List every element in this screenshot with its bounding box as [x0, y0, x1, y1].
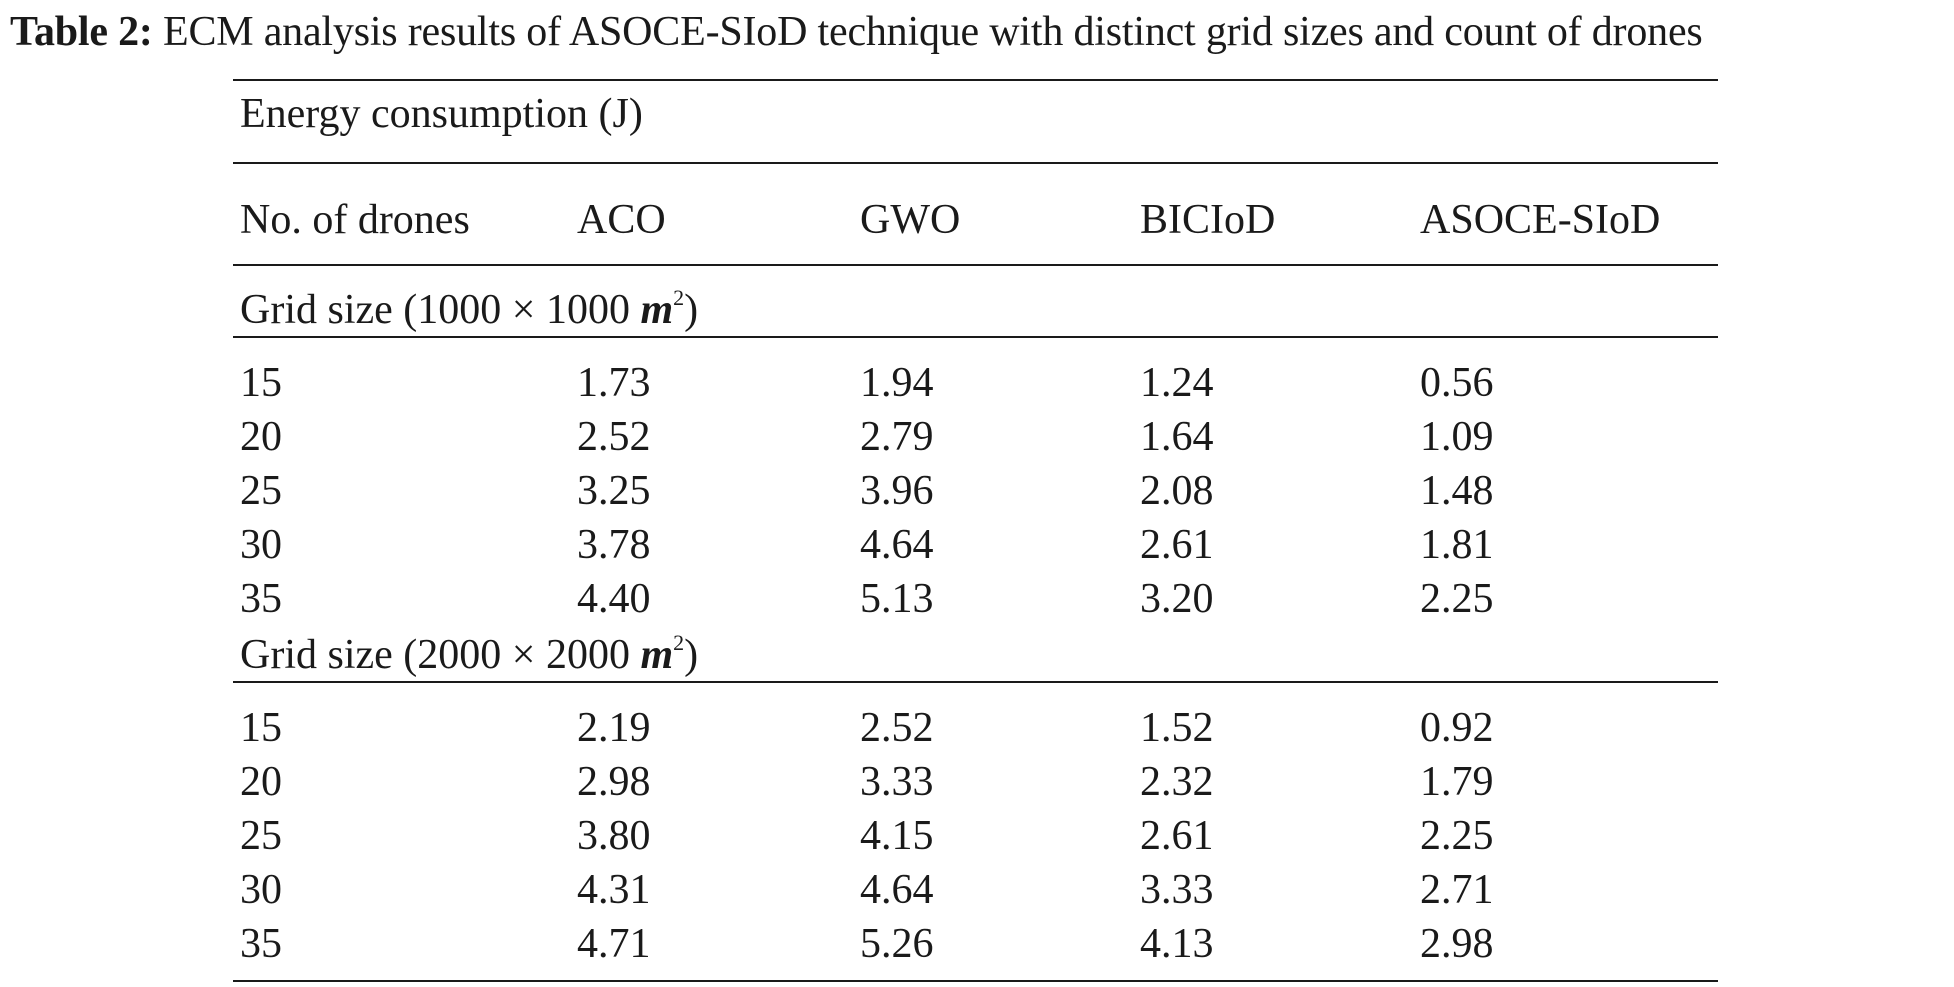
column-header-asoce-siod: ASOCE-SIoD: [1420, 197, 1661, 243]
cell-asoce-siod: 0.56: [1420, 360, 1494, 406]
section-rule-grid-2000: [233, 681, 1718, 683]
cell-asoce-siod: 2.71: [1420, 867, 1494, 913]
cell-asoce-siod: 1.48: [1420, 468, 1494, 514]
cell-drones: 15: [240, 705, 282, 751]
cell-asoce-siod: 0.92: [1420, 705, 1494, 751]
cell-drones: 20: [240, 414, 282, 460]
column-header-aco: ACO: [577, 197, 666, 243]
cell-asoce-siod: 2.25: [1420, 813, 1494, 859]
cell-gwo: 2.52: [860, 705, 934, 751]
cell-asoce-siod: 2.98: [1420, 921, 1494, 967]
table-caption: Table 2: ECM analysis results of ASOCE-S…: [10, 2, 1703, 62]
cell-biciod: 3.20: [1140, 576, 1214, 622]
cell-drones: 25: [240, 468, 282, 514]
cell-gwo: 5.13: [860, 576, 934, 622]
section-label-grid-2000: Grid size (2000 × 2000 m2): [240, 630, 699, 679]
cell-drones: 30: [240, 522, 282, 568]
cell-aco: 3.78: [577, 522, 651, 568]
cell-aco: 4.31: [577, 867, 651, 913]
cell-aco: 4.71: [577, 921, 651, 967]
cell-biciod: 1.64: [1140, 414, 1214, 460]
cell-biciod: 1.24: [1140, 360, 1214, 406]
cell-aco: 3.25: [577, 468, 651, 514]
cell-aco: 2.52: [577, 414, 651, 460]
cell-asoce-siod: 1.79: [1420, 759, 1494, 805]
cell-gwo: 1.94: [860, 360, 934, 406]
section-label-grid-1000: Grid size (1000 × 1000 m2): [240, 285, 699, 334]
cell-gwo: 3.33: [860, 759, 934, 805]
cell-aco: 4.40: [577, 576, 651, 622]
column-header-drones: No. of drones: [240, 197, 470, 243]
cell-biciod: 4.13: [1140, 921, 1214, 967]
caption-text: ECM analysis results of ASOCE-SIoD techn…: [163, 9, 1703, 55]
cell-aco: 1.73: [577, 360, 651, 406]
group-header: Energy consumption (J): [240, 91, 643, 137]
caption-label: Table 2:: [10, 9, 153, 55]
cell-gwo: 5.26: [860, 921, 934, 967]
top-rule: [233, 79, 1718, 81]
cell-asoce-siod: 2.25: [1420, 576, 1494, 622]
cell-drones: 35: [240, 576, 282, 622]
cell-asoce-siod: 1.09: [1420, 414, 1494, 460]
column-header-biciod: BICIoD: [1140, 197, 1276, 243]
cell-gwo: 4.64: [860, 867, 934, 913]
cell-gwo: 4.64: [860, 522, 934, 568]
cell-gwo: 4.15: [860, 813, 934, 859]
column-header-gwo: GWO: [860, 197, 961, 243]
cell-drones: 35: [240, 921, 282, 967]
cell-biciod: 2.32: [1140, 759, 1214, 805]
cell-drones: 15: [240, 360, 282, 406]
cell-gwo: 3.96: [860, 468, 934, 514]
group-header-rule: [233, 162, 1718, 164]
cell-drones: 30: [240, 867, 282, 913]
cell-biciod: 2.61: [1140, 813, 1214, 859]
cell-biciod: 2.61: [1140, 522, 1214, 568]
cell-aco: 2.98: [577, 759, 651, 805]
cell-gwo: 2.79: [860, 414, 934, 460]
cell-biciod: 3.33: [1140, 867, 1214, 913]
cell-drones: 20: [240, 759, 282, 805]
cell-biciod: 2.08: [1140, 468, 1214, 514]
cell-aco: 3.80: [577, 813, 651, 859]
section-rule-grid-1000: [233, 336, 1718, 338]
cell-aco: 2.19: [577, 705, 651, 751]
cell-asoce-siod: 1.81: [1420, 522, 1494, 568]
column-header-rule: [233, 264, 1718, 266]
bottom-rule: [233, 980, 1718, 982]
cell-drones: 25: [240, 813, 282, 859]
cell-biciod: 1.52: [1140, 705, 1214, 751]
